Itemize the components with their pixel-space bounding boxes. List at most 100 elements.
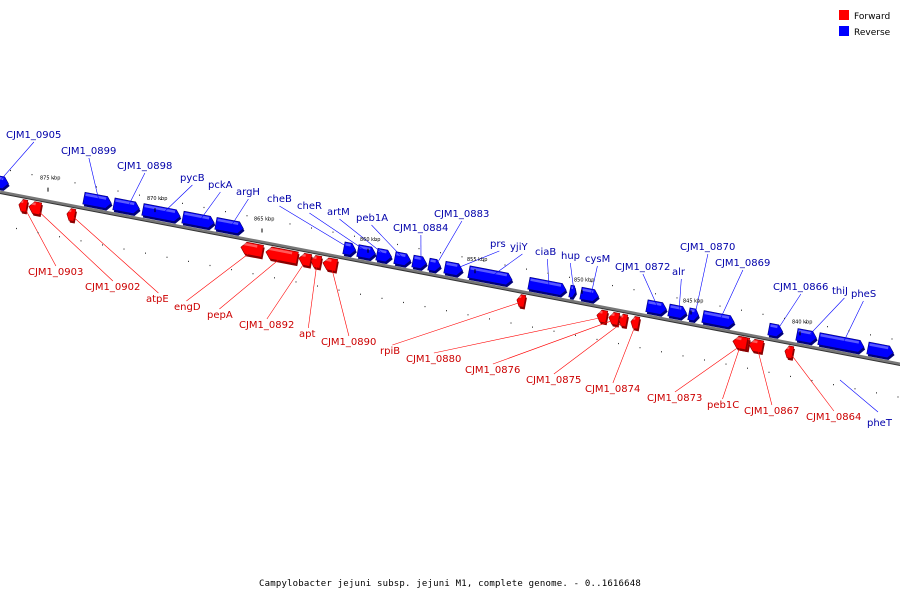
reverse-gene-label-cjm1-0866: CJM1_0866 — [773, 282, 828, 293]
reverse-gene-label-alr: alr — [672, 267, 686, 278]
gene-arrow-cheb[interactable] — [342, 241, 358, 258]
gene-arrow-phes[interactable] — [817, 332, 866, 356]
gene-arrow-cjm1-0869[interactable] — [701, 310, 737, 331]
minor-tick — [209, 264, 211, 267]
reverse-gene-label-pycb: pycB — [180, 173, 205, 184]
minor-tick — [31, 174, 33, 176]
gene-arrow-argh[interactable] — [214, 217, 246, 236]
gene-arrow-hup[interactable] — [568, 284, 578, 300]
minor-tick — [74, 182, 76, 184]
gene-arrow-cjm1-0870[interactable] — [687, 307, 701, 324]
gene-arrow-cjm1-0867[interactable] — [747, 338, 765, 355]
legend-forward-label: Forward — [854, 12, 890, 22]
gene-arrow-rpib[interactable] — [515, 294, 527, 310]
forward-leader-line — [186, 250, 254, 302]
minor-tick — [289, 223, 291, 225]
reverse-gene-label-yjiy: yjiY — [510, 242, 528, 253]
minor-tick — [96, 186, 97, 188]
gene-arrow-cjm1-0884[interactable] — [411, 254, 429, 272]
forward-leader-line — [612, 323, 637, 384]
kbp-tick-label: 840 kbp — [792, 319, 812, 325]
gene-arrow-yjiy[interactable] — [467, 265, 514, 288]
minor-tick — [833, 384, 834, 386]
gene-arrow-cjm1-0872[interactable] — [645, 299, 669, 318]
minor-tick — [590, 280, 592, 283]
minor-tick — [612, 284, 613, 287]
gene-arrow-ciab[interactable] — [527, 276, 568, 298]
gene-arrow-cjm1-0892[interactable] — [297, 252, 313, 269]
minor-tick — [596, 338, 598, 341]
gene-arrow-cjm1-0874[interactable] — [629, 316, 641, 332]
gene-arrow-cjm1-0883[interactable] — [427, 257, 443, 274]
gene-arrow-cysm[interactable] — [579, 286, 601, 304]
reverse-leader-line — [590, 265, 598, 296]
gene-arrow-phet[interactable] — [866, 341, 896, 361]
minor-tick — [747, 367, 748, 369]
gene-arrow-artm[interactable] — [375, 247, 394, 265]
reverse-leader-line — [491, 253, 523, 277]
forward-leader-line — [35, 208, 114, 282]
gene-arrow-peb1a[interactable] — [393, 251, 413, 269]
reverse-leader-line — [88, 157, 100, 201]
minor-tick — [375, 239, 377, 241]
reverse-leader-line — [371, 224, 405, 260]
reverse-leader-line — [570, 262, 575, 292]
reverse-leader-line — [0, 141, 35, 182]
gene-arrow-pycb[interactable] — [141, 203, 182, 225]
gene-arrow-cjm1-0903[interactable] — [17, 199, 29, 215]
reverse-leader-line — [435, 220, 463, 266]
reverse-gene-label-thij: thiJ — [832, 286, 848, 297]
gene-arrow-alr[interactable] — [667, 303, 689, 321]
gene-arrow-cjm1-0880[interactable] — [595, 309, 609, 326]
minor-tick — [188, 260, 189, 262]
minor-tick — [467, 314, 469, 316]
gene-arrow-cjm1-0890[interactable] — [321, 257, 339, 274]
gene-arrow-cjm1-0864[interactable] — [783, 345, 795, 361]
gene-arrow-thij[interactable] — [795, 328, 819, 347]
forward-gene-label-cjm1-0864: CJM1_0864 — [806, 412, 861, 423]
minor-tick — [532, 326, 533, 328]
minor-tick — [698, 301, 699, 303]
minor-tick — [805, 321, 807, 324]
minor-tick — [317, 285, 318, 287]
forward-gene-label-cjm1-0873: CJM1_0873 — [647, 393, 702, 404]
gene-arrow-peb1c[interactable] — [731, 335, 749, 352]
gene-arrow-cjm1-0905[interactable] — [0, 173, 11, 192]
minor-tick — [117, 190, 119, 192]
minor-tick — [682, 355, 684, 357]
reverse-gene-label-phes: pheS — [851, 289, 876, 300]
minor-tick — [360, 293, 361, 295]
forward-gene-label-peb1c: peb1C — [707, 400, 739, 411]
gene-arrow-apt[interactable] — [309, 255, 323, 271]
reverse-gene-label-cjm1-0898: CJM1_0898 — [117, 161, 172, 172]
minor-tick — [483, 260, 484, 262]
minor-tick — [784, 317, 785, 320]
forward-gene-label-cjm1-0902: CJM1_0902 — [85, 282, 140, 293]
gene-arrow-engd[interactable] — [239, 241, 265, 260]
forward-gene-label-cjm1-0876: CJM1_0876 — [465, 365, 520, 376]
minor-tick — [510, 322, 512, 324]
gene-arrow-pepa[interactable] — [264, 246, 300, 267]
minor-tick — [440, 252, 441, 254]
reverse-leader-line — [642, 273, 659, 308]
gene-arrow-cjm1-0898[interactable] — [112, 197, 142, 217]
minor-tick — [854, 388, 856, 390]
forward-leader-line — [71, 215, 159, 294]
gene-arrow-cjm1-0899[interactable] — [82, 191, 114, 211]
gene-arrow-atpe[interactable] — [65, 208, 77, 224]
minor-tick — [762, 313, 764, 315]
reverse-gene-label-argh: argH — [236, 187, 260, 198]
reverse-gene-label-cheb: cheB — [267, 194, 292, 205]
gene-arrow-cjm1-0876[interactable] — [607, 312, 621, 328]
gene-arrow-cjm1-0866[interactable] — [767, 322, 785, 340]
minor-tick — [252, 273, 254, 275]
minor-tick — [870, 334, 871, 336]
kbp-tick-label: 865 kbp — [254, 217, 274, 223]
gene-arrow-cjm1-0902[interactable] — [27, 201, 43, 218]
forward-gene-label-pepa: pepA — [207, 310, 233, 321]
reverse-gene-label-ciab: ciaB — [535, 247, 556, 258]
gene-arrow-pcka[interactable] — [181, 210, 217, 231]
minor-tick — [16, 227, 17, 230]
minor-tick — [295, 281, 297, 283]
